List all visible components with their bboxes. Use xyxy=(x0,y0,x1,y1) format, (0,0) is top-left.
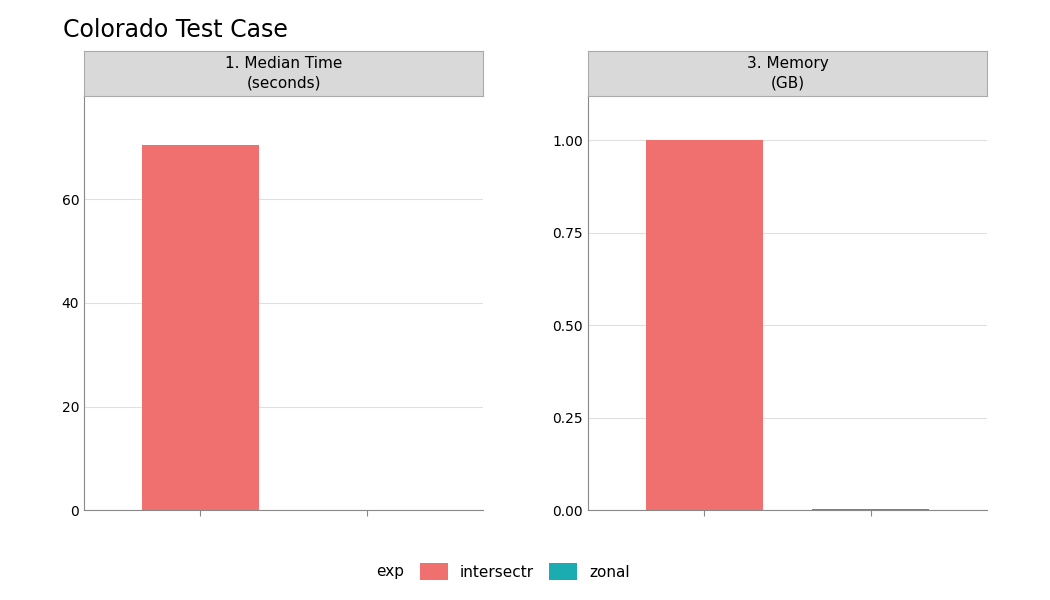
Text: 3. Memory
(GB): 3. Memory (GB) xyxy=(747,56,828,91)
Legend: intersectr, zonal: intersectr, zonal xyxy=(420,563,630,580)
Text: exp: exp xyxy=(377,564,404,579)
Text: 1. Median Time
(seconds): 1. Median Time (seconds) xyxy=(225,56,342,91)
Bar xyxy=(646,140,762,510)
Bar xyxy=(813,509,929,510)
Bar xyxy=(142,145,258,510)
Text: Colorado Test Case: Colorado Test Case xyxy=(63,18,288,42)
